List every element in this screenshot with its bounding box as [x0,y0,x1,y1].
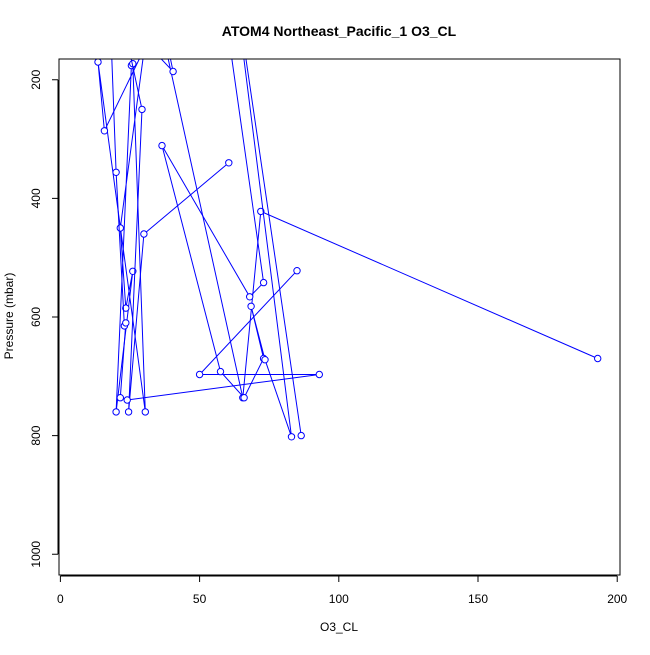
data-point [138,105,146,114]
data-point [293,267,301,275]
data-point [158,141,166,150]
data-point [259,278,268,287]
data-point [315,370,323,379]
y-tick-label: 800 [29,425,43,445]
data-point [112,408,120,416]
series-line [161,59,302,437]
data-point [122,319,130,327]
y-tick-label: 200 [29,69,43,89]
data-point [94,59,102,66]
data-point [216,367,225,376]
y-tick-label: 1000 [29,541,43,568]
y-axis-label: Pressure (mbar) [2,273,16,360]
data-point [112,7,118,13]
x-tick-label: 50 [193,592,207,606]
series-2 [111,59,323,416]
series-1 [94,7,602,416]
data-point [287,433,296,441]
y-axis: 200 400 600 800 1000 [29,69,59,568]
data-point [140,230,148,238]
y-tick-label: 600 [29,307,43,327]
y-tick-label: 400 [29,188,43,208]
data-point [116,224,125,232]
x-tick-label: 200 [607,592,627,606]
data-point [240,394,248,402]
series-3 [158,59,305,441]
data-point [261,356,269,364]
data-point [247,302,255,310]
data-point [141,408,150,416]
data-point [257,207,265,216]
data-point [123,396,131,404]
data-point [297,431,305,440]
x-tick-label: 100 [329,592,349,606]
chart-title: ATOM4 Northeast_Pacific_1 O3_CL [222,23,457,39]
data-point [246,293,254,301]
x-axis-label: O3_CL [320,620,358,634]
data-point [156,15,162,21]
x-tick-label: 0 [57,592,64,606]
data-point [112,168,120,177]
data-point [195,370,204,379]
plot-frame [58,58,621,576]
data-point [116,394,125,402]
x-tick-label: 150 [468,592,488,606]
series-line [97,59,598,412]
series-layer [94,7,602,441]
data-point [594,354,602,363]
data-point [225,159,233,167]
data-point [122,304,130,312]
data-point [169,67,177,76]
data-point [100,127,109,135]
x-axis: 0 50 100 150 200 [57,575,628,606]
series-line [111,59,320,412]
data-point [124,408,133,416]
